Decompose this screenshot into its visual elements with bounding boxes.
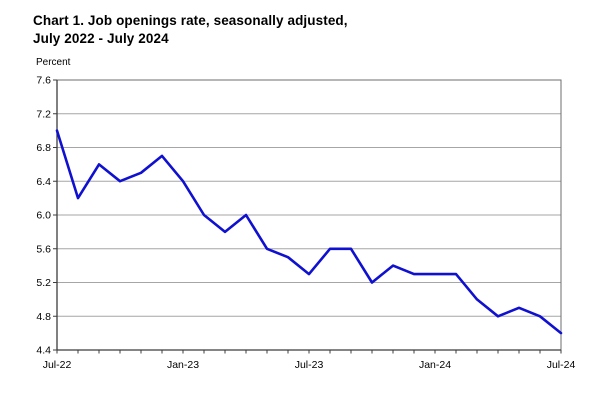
job-openings-rate-series-line: [55, 129, 563, 335]
x-axis-tick-label: Jan-24: [419, 359, 451, 371]
x-axis: Jul-22 Jan-23 Jul-23 Jan-24 Jul-24: [43, 350, 576, 371]
x-axis-tick-label: Jul-22: [43, 359, 72, 371]
y-axis-tick-label: 5.6: [36, 243, 51, 255]
y-axis-tick-label: 6.8: [36, 142, 51, 154]
y-axis-tick-label: 6.0: [36, 210, 51, 222]
chart-title: Chart 1. Job openings rate, seasonally a…: [33, 12, 348, 48]
y-axis: 7.6 7.2 6.8 6.4 6.0 5.6 5.2 4.8 4.4: [36, 75, 57, 357]
x-axis-tick-label: Jan-23: [167, 359, 199, 371]
y-axis-tick-label: 7.2: [36, 108, 51, 120]
gridlines: [57, 79, 561, 351]
chart-title-line1: Chart 1. Job openings rate, seasonally a…: [33, 13, 348, 28]
x-axis-tick-label: Jul-24: [547, 359, 576, 371]
chart-title-line2: July 2022 - July 2024: [33, 31, 169, 46]
y-axis-tick-label: 4.8: [36, 311, 51, 323]
y-axis-tick-label: 6.4: [36, 176, 51, 188]
y-axis-unit-label: Percent: [36, 57, 71, 68]
y-axis-tick-label: 5.2: [36, 277, 51, 289]
y-axis-tick-label: 4.4: [36, 345, 51, 357]
y-axis-tick-label: 7.6: [36, 75, 51, 87]
x-axis-tick-label: Jul-23: [295, 359, 324, 371]
